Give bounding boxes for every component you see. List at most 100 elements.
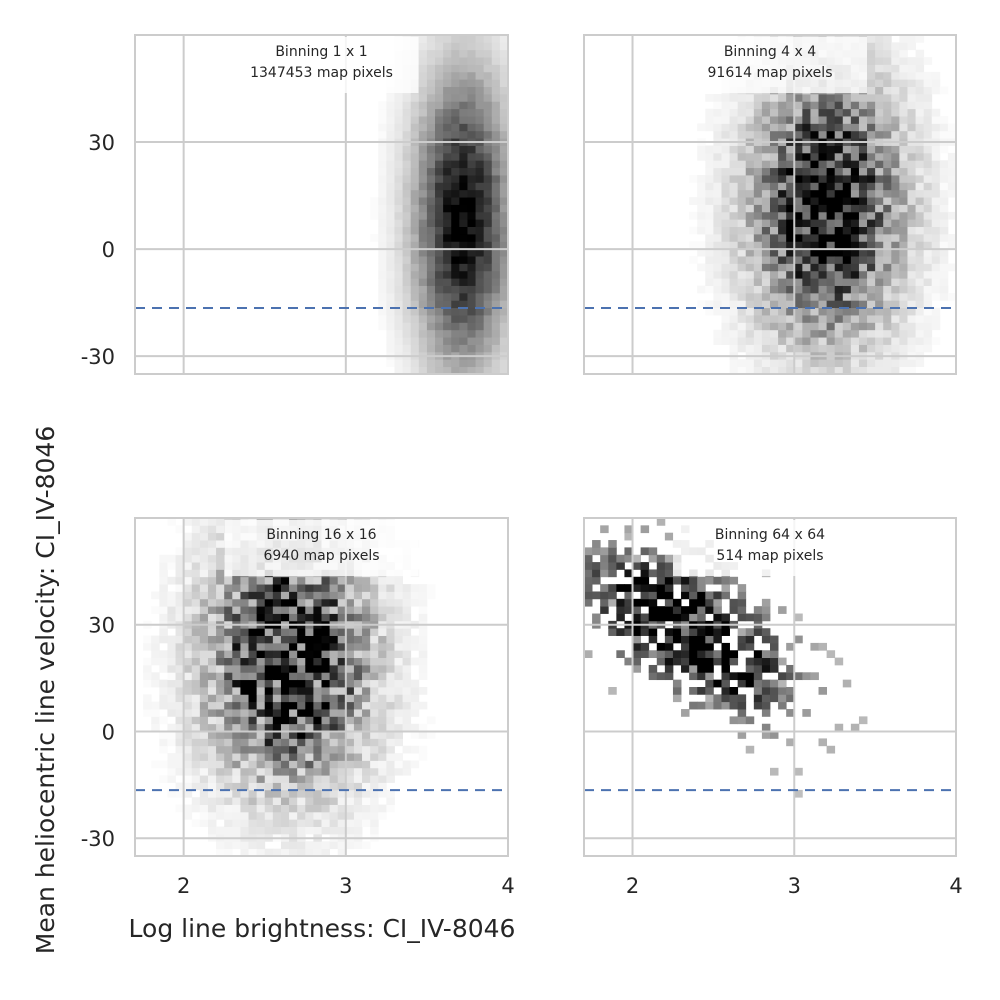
heatmap-cell bbox=[435, 241, 444, 250]
heatmap-cell bbox=[592, 547, 601, 556]
heatmap-cell bbox=[435, 344, 444, 353]
heatmap-cell bbox=[499, 241, 509, 250]
heatmap-cell bbox=[418, 101, 428, 110]
heatmap-cell bbox=[664, 657, 674, 666]
heatmap-cell bbox=[386, 642, 395, 651]
heatmap-cell bbox=[175, 782, 185, 791]
heatmap-cell bbox=[875, 123, 884, 132]
heatmap-cell bbox=[713, 329, 722, 338]
heatmap-cell bbox=[483, 263, 493, 272]
heatmap-cell bbox=[915, 322, 925, 331]
heatmap-cell bbox=[907, 344, 916, 353]
heatmap-cell bbox=[329, 628, 339, 636]
heatmap-cell bbox=[378, 606, 387, 614]
heatmap-cell bbox=[931, 322, 941, 331]
heatmap-cell bbox=[713, 628, 722, 636]
heatmap-cell bbox=[353, 701, 363, 710]
heatmap-cell bbox=[362, 635, 371, 644]
heatmap-cell bbox=[256, 650, 266, 659]
heatmap-cell bbox=[256, 701, 266, 710]
heatmap-cell bbox=[656, 606, 666, 614]
heatmap-cell bbox=[224, 753, 233, 761]
heatmap-cell bbox=[207, 767, 217, 776]
heatmap-cell bbox=[216, 797, 225, 805]
heatmap-cell bbox=[858, 307, 868, 316]
heatmap-cell bbox=[224, 775, 233, 783]
heatmap-cell bbox=[729, 152, 739, 161]
heatmap-cell bbox=[175, 613, 185, 622]
heatmap-cell bbox=[353, 819, 363, 828]
heatmap-cell bbox=[664, 613, 674, 622]
heatmap-cell bbox=[802, 344, 811, 353]
heatmap-cell bbox=[753, 248, 763, 257]
heatmap-cell bbox=[451, 270, 460, 279]
heatmap-cell bbox=[729, 606, 739, 614]
heatmap-cell bbox=[264, 701, 274, 710]
heatmap-cell bbox=[737, 584, 747, 592]
heatmap-cell bbox=[159, 628, 168, 636]
heatmap-cell bbox=[175, 650, 185, 659]
heatmap-cell bbox=[656, 672, 666, 681]
heatmap-cell bbox=[883, 108, 892, 117]
heatmap-cell bbox=[321, 576, 331, 585]
heatmap-cell bbox=[143, 642, 152, 651]
heatmap-cell bbox=[794, 108, 803, 117]
heatmap-cell bbox=[386, 167, 395, 176]
heatmap-cell bbox=[199, 804, 209, 813]
heatmap-cell bbox=[191, 554, 201, 563]
heatmap-cell bbox=[451, 189, 460, 198]
heatmap-cell bbox=[697, 606, 706, 614]
heatmap-cell bbox=[483, 182, 493, 191]
heatmap-cell bbox=[818, 642, 828, 651]
heatmap-cell bbox=[321, 753, 331, 761]
heatmap-cell bbox=[778, 687, 787, 695]
heatmap-cell bbox=[761, 679, 771, 688]
heatmap-cell bbox=[475, 152, 485, 161]
y-tick-label: 0 bbox=[102, 720, 115, 744]
heatmap-cell bbox=[794, 175, 803, 183]
heatmap-cell bbox=[737, 175, 747, 183]
heatmap-cell bbox=[378, 687, 387, 695]
heatmap-cell bbox=[737, 256, 747, 264]
heatmap-cell bbox=[232, 635, 241, 644]
heatmap-cell bbox=[794, 160, 803, 169]
heatmap-cell bbox=[939, 278, 949, 286]
heatmap-cell bbox=[491, 116, 501, 124]
heatmap-cell bbox=[191, 540, 201, 548]
heatmap-cell bbox=[915, 204, 925, 213]
heatmap-cell bbox=[264, 664, 274, 673]
heatmap-cell bbox=[159, 650, 168, 659]
heatmap-cell bbox=[778, 694, 787, 703]
heatmap-cell bbox=[362, 657, 371, 666]
heatmap-cell bbox=[435, 189, 444, 198]
heatmap-cell bbox=[248, 797, 258, 805]
heatmap-cell bbox=[410, 204, 420, 213]
heatmap-cell bbox=[297, 679, 306, 688]
heatmap-cell bbox=[842, 337, 852, 345]
heatmap-cell bbox=[402, 664, 412, 673]
heatmap-cell bbox=[321, 642, 331, 651]
heatmap-cell bbox=[272, 694, 282, 703]
heatmap-cell bbox=[216, 532, 225, 541]
heatmap-cell bbox=[786, 233, 795, 242]
heatmap-cell bbox=[297, 811, 306, 820]
heatmap-cell bbox=[467, 123, 476, 132]
heatmap-cell bbox=[418, 263, 428, 272]
heatmap-cell bbox=[939, 256, 949, 264]
heatmap-cell bbox=[939, 233, 949, 242]
heatmap-cell bbox=[410, 745, 420, 754]
heatmap-cell bbox=[159, 635, 168, 644]
heatmap-cell bbox=[475, 57, 485, 65]
heatmap-cell bbox=[737, 344, 747, 353]
heatmap-cell bbox=[378, 782, 387, 791]
heatmap-cell bbox=[770, 93, 779, 102]
heatmap-cell bbox=[305, 598, 314, 607]
heatmap-cell bbox=[818, 93, 828, 102]
heatmap-cell bbox=[713, 263, 722, 272]
heatmap-cell bbox=[459, 270, 468, 279]
heatmap-cell bbox=[491, 35, 501, 43]
panel-label-box bbox=[224, 520, 419, 576]
heatmap-cell bbox=[915, 86, 925, 95]
heatmap-cell bbox=[850, 248, 860, 257]
heatmap-cell bbox=[753, 175, 763, 183]
